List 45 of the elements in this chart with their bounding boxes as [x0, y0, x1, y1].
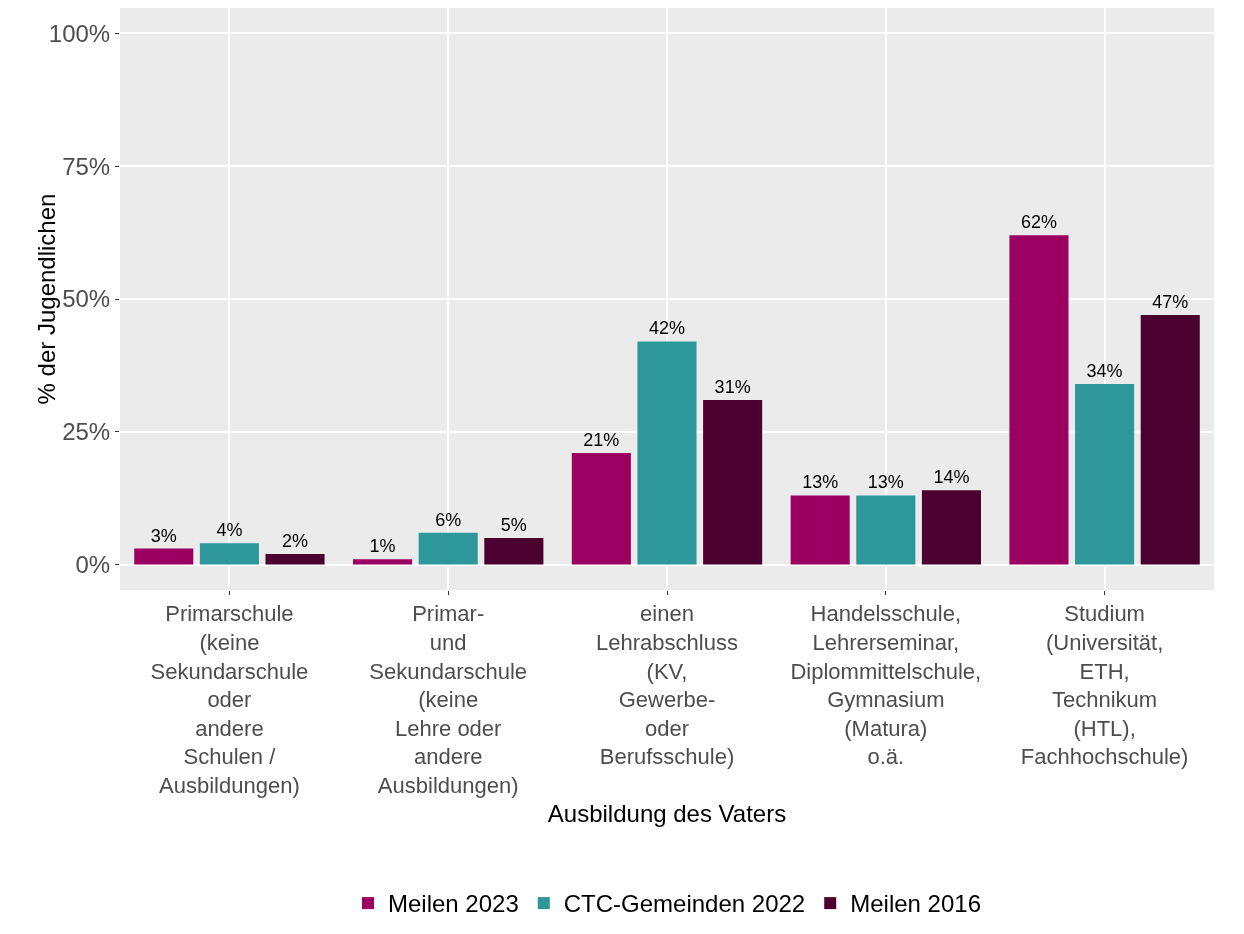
data-label: 21% — [583, 430, 620, 450]
bar — [353, 559, 413, 565]
legend-label: Meilen 2023 — [388, 890, 519, 918]
legend-label: CTC-Gemeinden 2022 — [563, 890, 806, 918]
data-label: 14% — [933, 467, 970, 488]
data-label: 2% — [282, 530, 309, 551]
data-label: 34% — [1086, 360, 1123, 381]
bar — [571, 453, 631, 565]
data-label: 62% — [1020, 212, 1057, 233]
data-label: 6% — [435, 509, 462, 530]
x-tick-label: einen Lehrabschluss (KV, Gewerbe- oder Berufsschule) — [596, 601, 738, 770]
x-tick-label: Primarschule (keine Sekundarschule oder andere Schulen / Ausbildungen) — [150, 601, 309, 798]
x-tick-label: Handelsschule, Lehrerseminar, Diplommittelschule, Gymnasium (Matura) o.ä. — [790, 601, 982, 770]
data-label: 1% — [369, 536, 396, 557]
y-tick-label: 25% — [62, 418, 111, 446]
legend-label: Meilen 2016 — [850, 890, 981, 918]
bar — [637, 341, 697, 565]
x-tick-label: Primar- und Sekundarschule (keine Lehre oder andere Ausbildungen) — [369, 601, 528, 798]
bar — [418, 532, 478, 565]
bar — [265, 553, 325, 565]
data-label: 5% — [500, 514, 527, 535]
x-axis-title: Ausbildung des Vaters — [547, 800, 787, 828]
bar — [856, 495, 916, 565]
y-tick-label: 0% — [75, 550, 111, 578]
y-tick-label: 75% — [62, 152, 111, 180]
data-label: 4% — [216, 520, 243, 541]
data-label: 3% — [150, 525, 177, 546]
data-label: 13% — [802, 472, 839, 493]
bar — [1075, 383, 1135, 565]
bar — [703, 399, 763, 565]
bar — [1009, 235, 1069, 565]
data-label: 13% — [867, 472, 904, 493]
y-tick-label: 50% — [62, 285, 111, 313]
bar — [1140, 314, 1200, 565]
x-tick-label: Studium (Universität, ETH, Technikum (HTL), Fachhochschule) — [1020, 601, 1189, 770]
data-label: 42% — [648, 318, 686, 339]
y-axis-title: % der Jugendlichen — [33, 193, 61, 405]
y-tick-label: 100% — [48, 19, 111, 47]
bar — [790, 495, 850, 565]
data-label: 31% — [714, 376, 751, 397]
bar — [134, 548, 194, 565]
bar — [484, 537, 544, 565]
data-label: 47% — [1152, 291, 1189, 312]
bar — [199, 543, 259, 565]
bar — [921, 490, 981, 565]
